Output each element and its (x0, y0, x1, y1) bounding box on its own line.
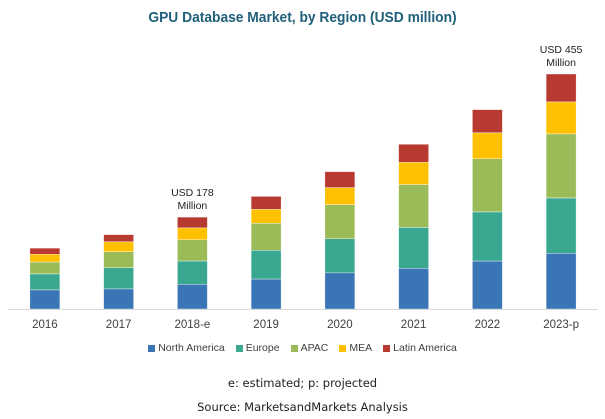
bar-segment-europe-2017 (103, 267, 134, 290)
bar-segment-north-america-2018-e (177, 284, 208, 310)
legend-label: APAC (300, 342, 329, 354)
stacked-bar-chart: 2016 2017 2018-e 2019 2020 2021 2022 2023-p USD… (8, 44, 598, 331)
x-tick-label: 2022 (475, 319, 501, 331)
legend-swatch (383, 344, 391, 352)
footnote: e: estimated; p: projected (227, 376, 378, 390)
bar-segment-north-america-2017 (103, 288, 134, 310)
legend-item-latin-america: Latin America (383, 342, 457, 354)
bar-segment-mea-2023-p (545, 101, 577, 135)
legend-swatch (290, 344, 298, 352)
bar-segment-north-america-2022 (472, 260, 503, 310)
bar-segment-latin-america-2017 (103, 234, 134, 243)
bar-segment-latin-america-2022 (472, 109, 503, 133)
bar-segment-europe-2020 (324, 238, 356, 274)
bar-segment-apac-2016 (29, 261, 61, 275)
legend-item-apac: APAC (290, 342, 329, 354)
bar-segment-latin-america-2021 (398, 143, 429, 163)
bar-segment-mea-2022 (472, 132, 503, 159)
bar-segment-latin-america-2016 (29, 247, 61, 255)
x-tick-label: 2021 (401, 319, 427, 331)
bar-segment-apac-2018-e (177, 239, 208, 262)
total-annotation: Million (178, 200, 208, 212)
bar-segment-latin-america-2020 (324, 171, 356, 188)
legend-label: MEA (349, 342, 373, 354)
bar-segment-apac-2020 (324, 204, 356, 239)
x-tick-label: 2018-e (174, 319, 210, 331)
bar-segment-latin-america-2018-e (177, 216, 208, 229)
total-annotation: Million (546, 57, 576, 69)
x-tick-label: 2020 (327, 319, 353, 331)
bar-segment-north-america-2020 (324, 272, 356, 310)
source-note: Source: MarketsandMarkets Analysis (197, 400, 408, 414)
bar-segment-mea-2019 (250, 209, 282, 224)
bar-segment-north-america-2021 (398, 268, 429, 310)
legend-label: Europe (245, 342, 280, 354)
bar-segment-europe-2019 (250, 249, 282, 280)
legend-swatch (148, 344, 156, 352)
chart-title: GPU Database Market, by Region (USD mill… (148, 9, 457, 26)
bar-segment-europe-2018-e (177, 260, 208, 285)
legend-item-europe: Europe (235, 342, 280, 354)
bar-segment-latin-america-2019 (250, 196, 282, 210)
bar-segment-europe-2023-p (545, 197, 577, 254)
bar-segment-europe-2016 (29, 273, 61, 291)
bar-segment-north-america-2023-p (545, 252, 577, 310)
legend-label: North America (158, 342, 225, 354)
bar-segment-apac-2017 (103, 251, 134, 268)
x-tick-labels: 2016 2017 2018-e 2019 2020 2021 2022 2023-p (32, 319, 579, 331)
total-annotation: USD 178 (171, 187, 214, 199)
x-tick-label: 2023-p (543, 319, 579, 331)
bar-segment-apac-2022 (472, 158, 503, 213)
bar-segment-europe-2022 (472, 211, 503, 262)
x-tick-label: 2016 (32, 319, 58, 331)
bar-segment-apac-2021 (398, 184, 429, 228)
legend: North America Europe APAC MEA Latin America (0, 342, 605, 354)
bar-segment-apac-2023-p (545, 133, 577, 199)
bar-segment-latin-america-2023-p (545, 73, 577, 103)
legend-swatch (339, 344, 347, 352)
legend-item-north-america: North America (148, 342, 225, 354)
bar-segment-mea-2016 (29, 254, 61, 263)
bar-segment-mea-2021 (398, 162, 429, 185)
x-tick-label: 2019 (253, 319, 279, 331)
total-annotation: USD 455 (540, 44, 583, 56)
legend-label: Latin America (393, 342, 457, 354)
bar-segment-north-america-2016 (29, 289, 61, 310)
bar-segment-north-america-2019 (250, 278, 282, 310)
bars-group (29, 73, 577, 310)
x-tick-label: 2017 (106, 319, 132, 331)
bar-segment-apac-2019 (250, 223, 282, 251)
bar-segment-europe-2021 (398, 227, 429, 269)
bar-segment-mea-2020 (324, 187, 356, 205)
legend-item-mea: MEA (339, 342, 372, 354)
bar-segment-mea-2018-e (177, 227, 208, 240)
bar-segment-mea-2017 (103, 241, 134, 252)
legend-swatch (235, 344, 243, 352)
